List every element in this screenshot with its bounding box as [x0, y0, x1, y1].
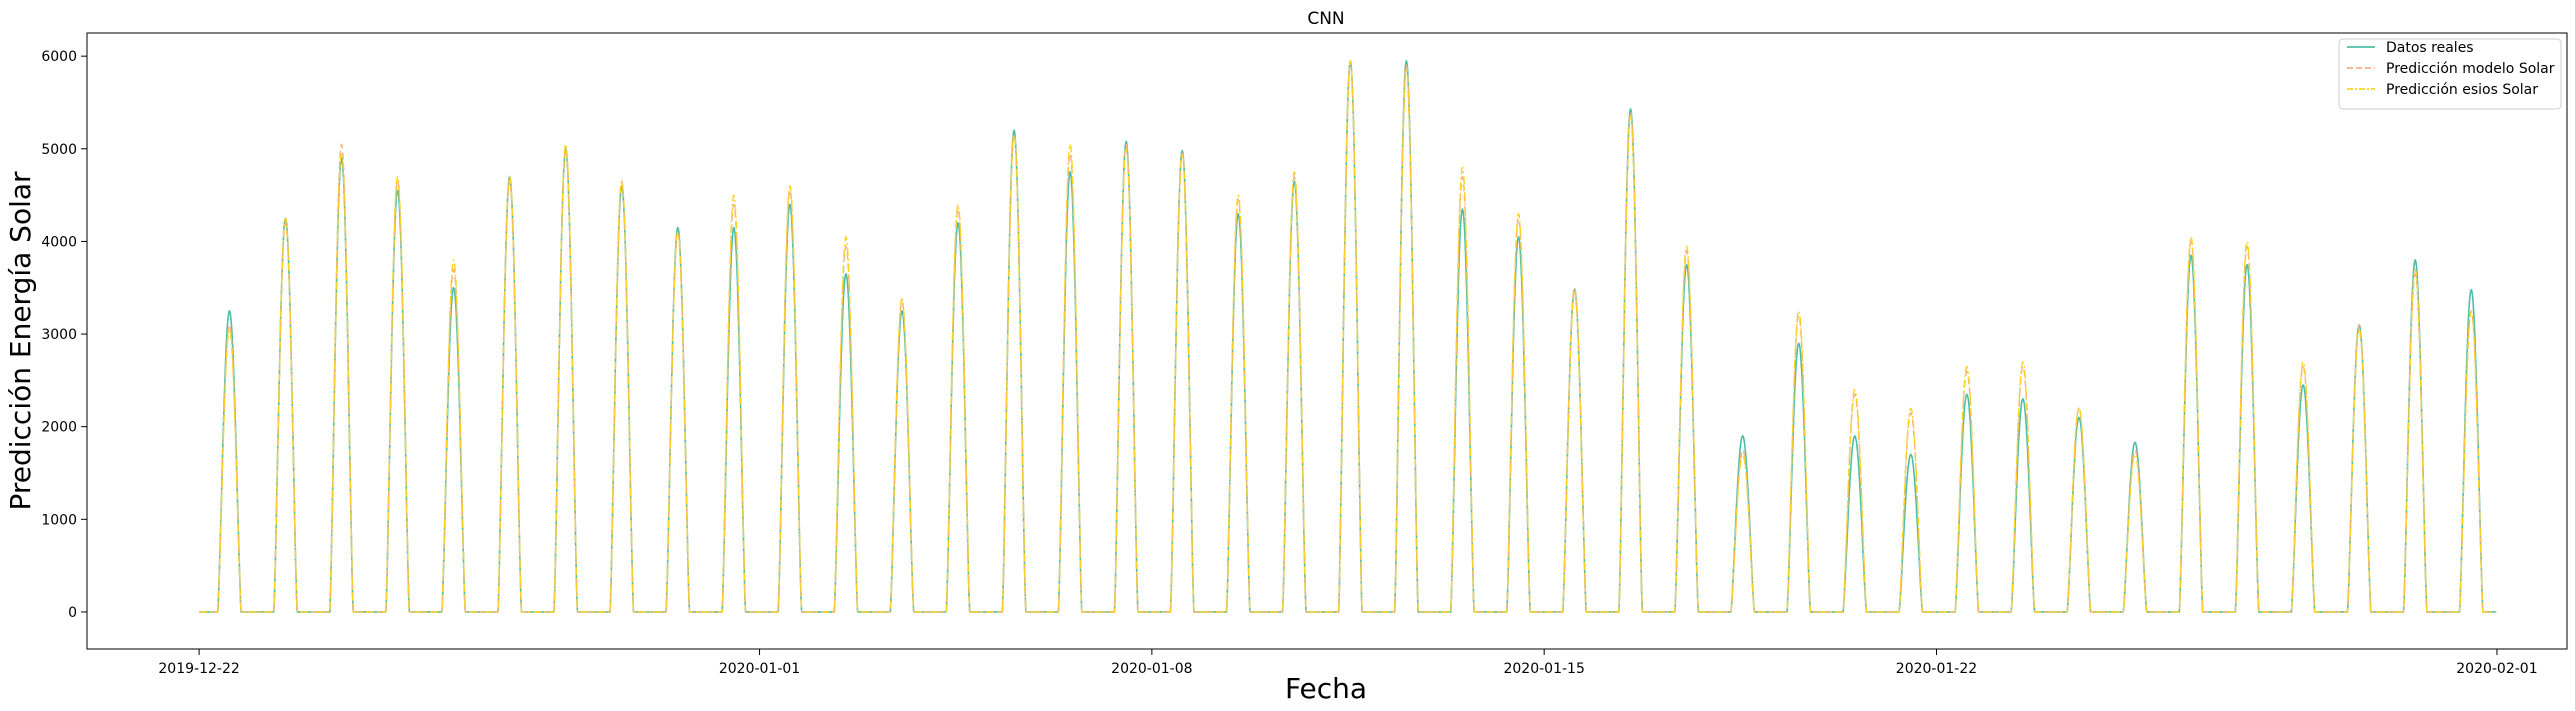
series-line-3	[198, 60, 2497, 613]
y-tick-label: 5000	[41, 142, 77, 158]
plot-area-frame	[86, 32, 2568, 650]
x-tick-label: 2020-01-22	[1896, 661, 1977, 677]
legend-box	[2338, 38, 2562, 110]
y-tick-label: 2000	[41, 420, 77, 436]
x-tick-label: 2020-02-01	[2456, 661, 2537, 677]
series-line-1	[198, 59, 2497, 613]
y-tick-label: 0	[68, 605, 77, 621]
x-axis: 2019-12-22 2020-01-01 2020-01-08 2020-01-15…	[158, 649, 2538, 677]
x-tick-label: 2020-01-08	[1111, 661, 1192, 677]
y-tick-label: 4000	[41, 234, 77, 250]
y-axis: 0 1000 2000 3000 4000 5000 6000	[41, 49, 87, 621]
legend-label-1: Datos reales	[2386, 40, 2474, 56]
legend: Datos reales Predicción modelo Solar Predi…	[2338, 38, 2562, 110]
x-tick-label: 2019-12-22	[158, 661, 239, 677]
legend-label-3: Predicción esios Solar	[2386, 82, 2538, 98]
x-axis-title: Fecha	[1285, 672, 1367, 705]
y-tick-label: 3000	[41, 327, 77, 343]
chart-title: CNN	[1307, 9, 1344, 29]
y-tick-label: 1000	[41, 512, 77, 528]
x-tick-label: 2020-01-01	[719, 661, 800, 677]
y-tick-label: 6000	[41, 49, 77, 65]
legend-label-2: Predicción modelo Solar	[2386, 61, 2555, 77]
x-tick-label: 2020-01-15	[1503, 661, 1584, 677]
series-line-2	[198, 60, 2497, 613]
y-axis-title: Predicción Energía Solar	[4, 171, 37, 511]
